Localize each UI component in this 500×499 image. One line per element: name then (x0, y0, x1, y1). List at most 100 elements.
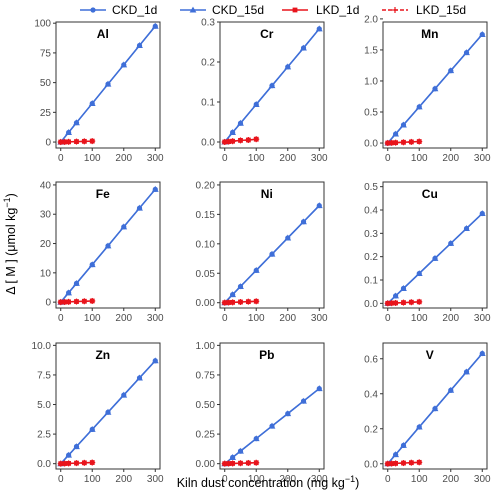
point-lkd-15d (400, 299, 407, 306)
chart-legend: CKD_1d CKD_15d LKD_1d LKD_15d (80, 3, 466, 17)
panel-title: Zn (95, 348, 110, 362)
point-ckd-15d (431, 254, 439, 261)
point-ckd-15d (237, 283, 244, 290)
x-tick-label: 100 (248, 313, 265, 324)
point-lkd-15d (81, 138, 88, 145)
x-tick-label: 0 (58, 153, 64, 164)
y-tick-label: 5.0 (37, 400, 51, 411)
point-ckd-15d (136, 374, 143, 381)
x-tick-label: 300 (311, 153, 328, 164)
legend-plus-marker (392, 7, 398, 13)
point-ckd-15d (237, 447, 244, 454)
panel-title: Al (97, 27, 109, 41)
y-tick-label: 25 (40, 108, 52, 119)
point-ckd-15d (447, 239, 455, 246)
point-ckd-15d (65, 451, 73, 458)
legend-item-ckd-15d: CKD_15d (180, 3, 264, 17)
y-tick-label: 0.0 (364, 139, 378, 150)
x-tick-label: 100 (411, 313, 428, 324)
y-tick-label: 10.0 (32, 341, 52, 352)
point-lkd-15d (229, 138, 236, 145)
y-tick-label: 0.15 (196, 210, 216, 221)
point-lkd-15d (245, 459, 252, 466)
legend-label: CKD_15d (212, 3, 264, 17)
point-lkd-15d (408, 138, 415, 145)
y-tick-label: 0.4 (364, 389, 378, 400)
point-ckd-15d (65, 289, 73, 296)
point-ckd-15d (88, 100, 96, 106)
point-lkd-15d (253, 298, 260, 305)
y-tick-label: 0.20 (196, 180, 216, 191)
panel-mn: 0.0 0.5 1.0 1.5 2.0 0 100 200 300 Mn (364, 14, 491, 164)
x-tick-label: 300 (147, 313, 164, 324)
panel-fe: 0 10 20 30 40 0 100 200 300 Fe (40, 180, 164, 324)
point-ckd-15d (88, 425, 96, 432)
point-lkd-15d (229, 299, 236, 306)
y-tick-label: 0.25 (196, 430, 216, 441)
series-line-lkd-15d (60, 300, 93, 303)
point-ckd-15d (400, 121, 407, 128)
y-tick-label: 1.0 (364, 76, 378, 87)
x-tick-label: 100 (248, 153, 265, 164)
point-ckd-15d (478, 210, 486, 217)
point-ckd-15d (392, 451, 400, 458)
x-tick-label: 200 (442, 153, 459, 164)
point-ckd-15d (400, 285, 407, 291)
x-tick-label: 200 (115, 153, 132, 164)
point-lkd-15d (237, 298, 244, 305)
series-line-lkd-15d (60, 461, 93, 465)
y-tick-label: 0.2 (364, 252, 378, 263)
series-line-lkd-15d (224, 461, 257, 465)
y-axis-title: Δ [ M ] (μmol kg−1) (2, 193, 18, 295)
point-ckd-15d (88, 261, 96, 268)
point-lkd-15d (89, 297, 96, 304)
point-ckd-15d (392, 130, 400, 137)
x-tick-label: 100 (411, 474, 428, 485)
x-tick-label: 100 (84, 313, 101, 324)
point-lkd-15d (408, 299, 415, 306)
legend-label: LKD_15d (416, 3, 466, 17)
x-tick-label: 0 (58, 313, 64, 324)
legend-label: LKD_1d (316, 3, 359, 17)
panel-cr: 0.0 0.1 0.2 0.3 0 100 200 300 Cr (201, 18, 328, 165)
point-ckd-15d (237, 119, 244, 126)
panel-frame (55, 342, 161, 470)
point-ckd-15d (229, 291, 237, 298)
y-axis-title-end: ) (4, 193, 18, 197)
panel-title: Fe (96, 187, 110, 201)
point-lkd-15d (408, 459, 415, 466)
legend-circle-marker (90, 7, 96, 13)
point-ckd-15d (120, 223, 128, 230)
legend-label: CKD_1d (112, 3, 157, 17)
x-axis-title-end: ) (355, 476, 359, 490)
point-ckd-15d (73, 119, 80, 126)
point-ckd-15d (300, 397, 307, 404)
x-tick-label: 0 (58, 474, 64, 485)
legend-item-lkd-1d: LKD_1d (282, 3, 359, 17)
y-tick-label: 0.3 (364, 229, 378, 240)
point-lkd-15d (81, 298, 88, 305)
point-ckd-15d (315, 25, 323, 32)
point-ckd-15d (463, 49, 470, 56)
point-ckd-15d (447, 386, 455, 393)
legend-item-ckd-1d: CKD_1d (80, 3, 157, 17)
x-tick-label: 0 (222, 153, 228, 164)
y-tick-label: 2.0 (364, 14, 378, 25)
panel-cu: 0.0 0.1 0.2 0.3 0.4 0.5 0 100 200 300 Cu (364, 181, 491, 324)
point-lkd-15d (416, 298, 423, 305)
panel-frame (382, 181, 488, 309)
point-lkd-15d (416, 138, 423, 145)
y-axis-title-sup: −1 (2, 197, 12, 207)
y-tick-label: 0 (45, 298, 51, 309)
point-lkd-15d (89, 459, 96, 466)
x-tick-label: 300 (474, 474, 491, 485)
x-tick-label: 100 (84, 474, 101, 485)
x-tick-label: 200 (279, 313, 296, 324)
panel-zn: 0.0 2.5 5.0 7.5 10.0 0 100 200 300 Zn (32, 341, 165, 485)
panel-ni: 0.00 0.05 0.10 0.15 0.20 0 100 200 300 Ni (196, 180, 329, 324)
point-lkd-15d (229, 460, 236, 467)
y-tick-label: 0.05 (196, 269, 216, 280)
panel-frame (219, 342, 325, 470)
panel-title: Mn (421, 27, 438, 41)
